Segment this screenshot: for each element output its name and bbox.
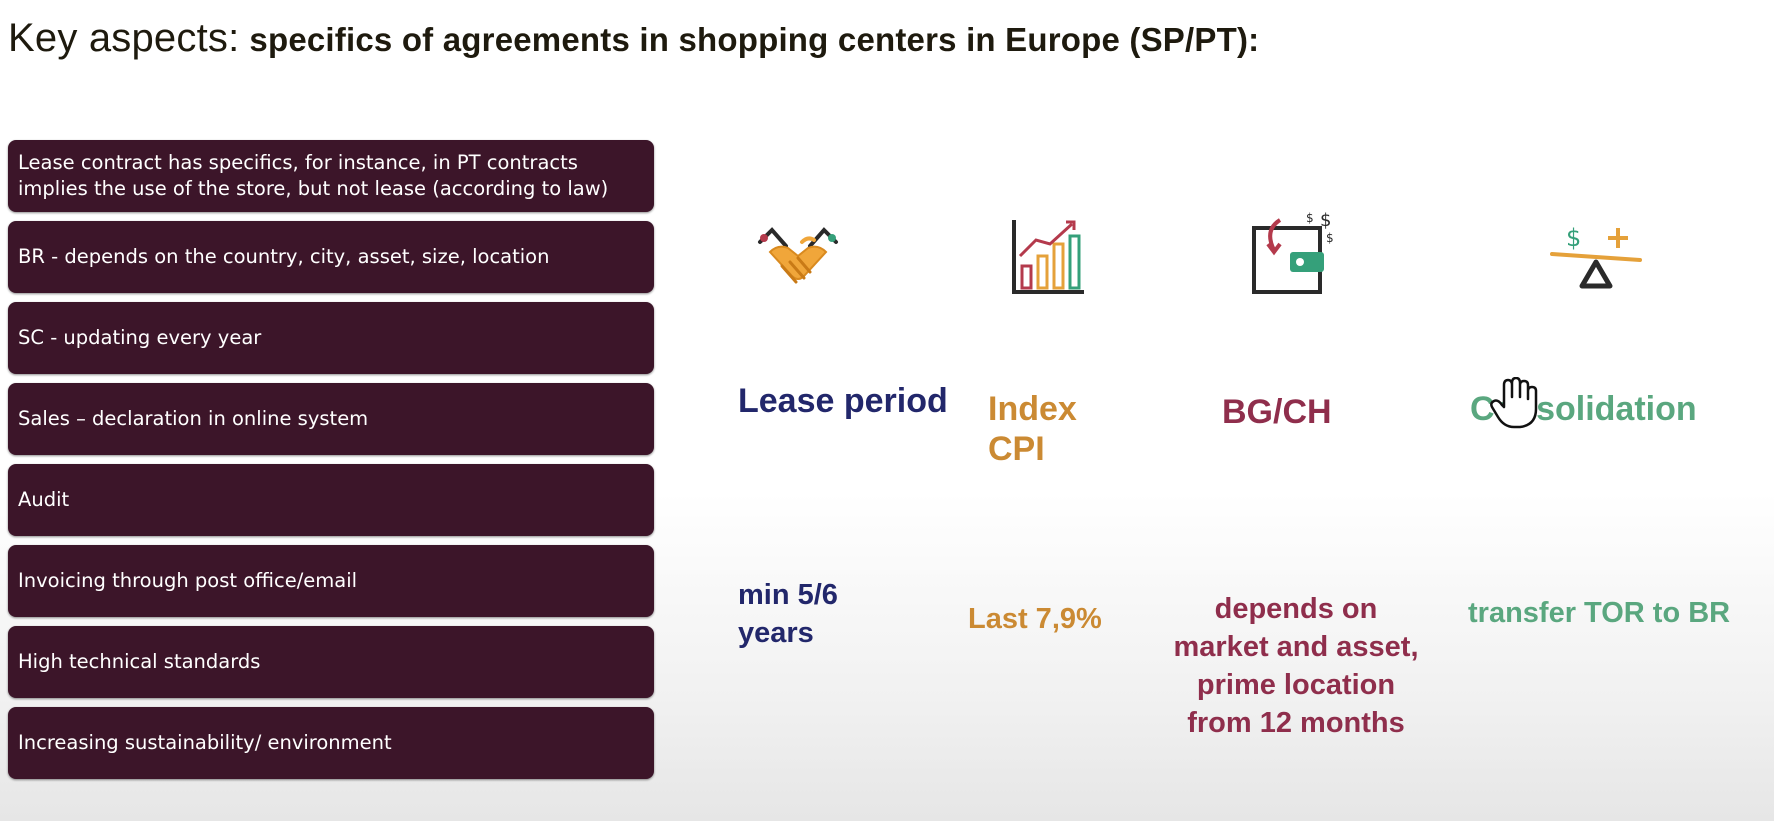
- bg-ch-heading: BG/CH: [1222, 393, 1332, 431]
- slide-title-main: Key aspects:: [8, 16, 240, 60]
- list-item: Sales – declaration in online system: [8, 383, 654, 455]
- balance-scale-icon: $: [1548, 224, 1644, 290]
- svg-text:$: $: [1326, 231, 1334, 245]
- list-item: SC - updating every year: [8, 302, 654, 374]
- list-item: Increasing sustainability/ environment: [8, 707, 654, 779]
- svg-text:$: $: [1320, 210, 1331, 231]
- index-cpi-heading: Index CPI: [988, 390, 1077, 468]
- list-item: High technical standards: [8, 626, 654, 698]
- lease-period-value: min 5/6 years: [738, 579, 838, 649]
- lease-period-heading: Lease period: [738, 382, 948, 420]
- slide-title: Key aspects: specifics of agreements in s…: [8, 16, 1259, 61]
- hand-cursor-icon: [1490, 376, 1538, 434]
- svg-text:$: $: [1566, 224, 1581, 252]
- list-item: BR - depends on the country, city, asset…: [8, 221, 654, 293]
- svg-text:$: $: [1306, 211, 1314, 225]
- slide-title-sub: specifics of agreements in shopping cent…: [249, 21, 1260, 58]
- bg-ch-value: depends on market and asset, prime locat…: [1173, 593, 1419, 739]
- growth-chart-icon: [1008, 216, 1088, 298]
- list-item: Audit: [8, 464, 654, 536]
- list-item: Lease contract has specifics, for instan…: [8, 140, 654, 212]
- consolidation-value: transfer TOR to BR: [1468, 597, 1731, 629]
- list-item: Invoicing through post office/email: [8, 545, 654, 617]
- wallet-money-icon: $ $ $: [1250, 208, 1342, 298]
- index-cpi-value: Last 7,9%: [968, 603, 1102, 635]
- handshake-icon: [752, 222, 844, 302]
